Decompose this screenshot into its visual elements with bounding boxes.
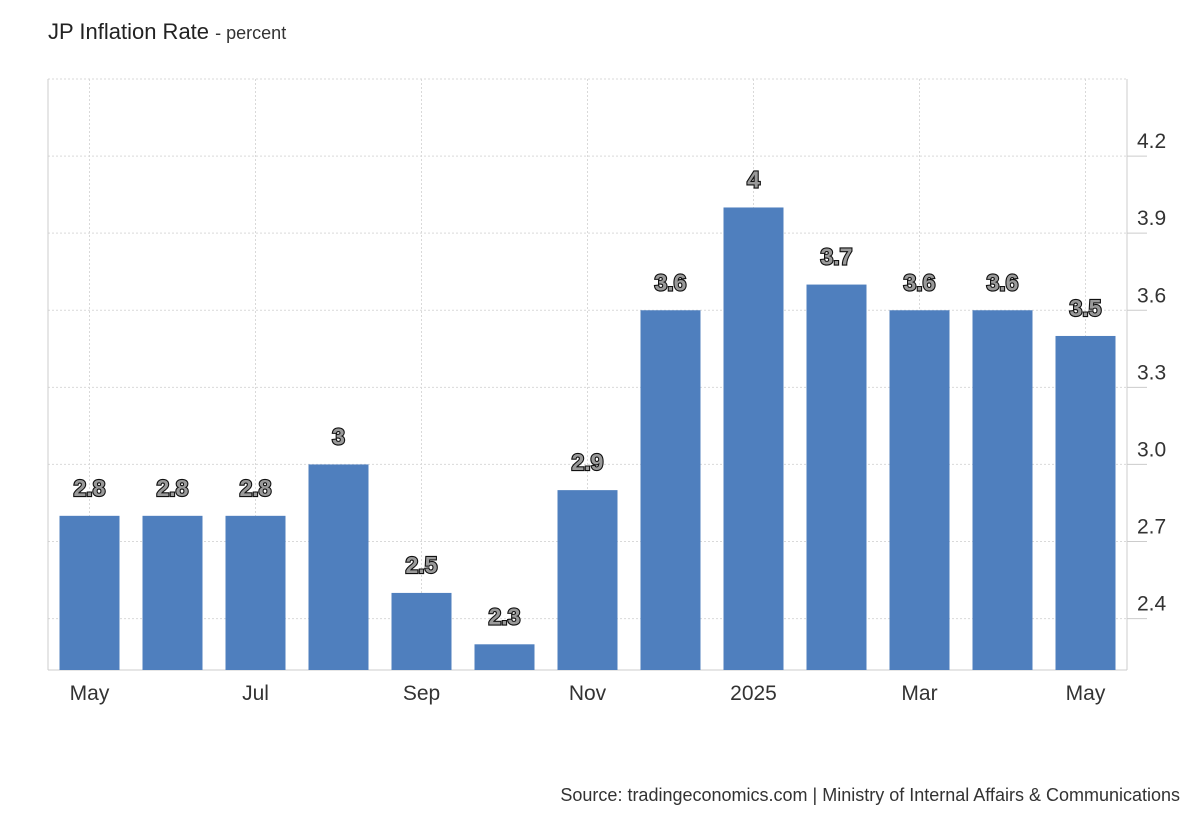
chart-title-text: JP Inflation Rate — [48, 19, 210, 44]
x-tick-label: May — [70, 682, 110, 705]
data-label: 3.5 — [1070, 295, 1102, 321]
chart-unit: - percent — [215, 23, 287, 43]
data-label: 3.6 — [987, 269, 1019, 295]
chart-title: JP Inflation Rate - percent — [48, 19, 286, 45]
y-tick-label: 3.6 — [1137, 284, 1166, 307]
x-tick-label: May — [1066, 682, 1106, 705]
y-tick-label: 3.0 — [1137, 438, 1166, 461]
x-tick-label: Sep — [403, 682, 440, 705]
data-label: 2.9 — [572, 449, 604, 475]
bar-12 — [972, 310, 1033, 670]
data-label: 2.3 — [489, 603, 521, 629]
bar-5 — [391, 592, 452, 670]
bar-4 — [308, 464, 369, 670]
bar-8 — [640, 310, 701, 670]
data-label: 3.7 — [821, 244, 853, 270]
y-tick-label: 2.4 — [1137, 593, 1167, 616]
data-label: 3.6 — [904, 269, 936, 295]
data-label: 2.8 — [240, 475, 272, 501]
data-label: 2.8 — [157, 475, 189, 501]
y-tick-label: 4.2 — [1137, 130, 1166, 153]
bar-2 — [142, 515, 203, 670]
data-label: 2.5 — [406, 552, 438, 578]
bar-7 — [557, 490, 618, 670]
bar-3 — [225, 515, 286, 670]
x-tick-label: Jul — [242, 682, 269, 705]
bar-6 — [474, 644, 535, 670]
x-tick-label: 2025 — [730, 682, 777, 705]
data-label: 4 — [747, 166, 760, 192]
bar-13 — [1055, 335, 1116, 670]
bar-10 — [806, 284, 867, 670]
bar-chart: 2.4 2.7 3.0 3.3 3.6 3.9 4.2 2.8 May 2.8 2.8 Jul 3 2.5… — [47, 78, 1167, 705]
x-tick-label: Mar — [901, 682, 937, 705]
y-tick-label: 3.9 — [1137, 207, 1166, 230]
bar-1 — [59, 515, 120, 670]
y-tick-label: 2.7 — [1137, 516, 1166, 539]
bar-9 — [723, 207, 784, 670]
bar-11 — [889, 310, 950, 670]
data-label: 2.8 — [74, 475, 106, 501]
data-label: 3 — [332, 423, 345, 449]
source-note: Source: tradingeconomics.com | Ministry … — [560, 785, 1180, 805]
x-tick-label: Nov — [569, 682, 607, 705]
y-tick-label: 3.3 — [1137, 361, 1166, 384]
data-label: 3.6 — [655, 269, 687, 295]
